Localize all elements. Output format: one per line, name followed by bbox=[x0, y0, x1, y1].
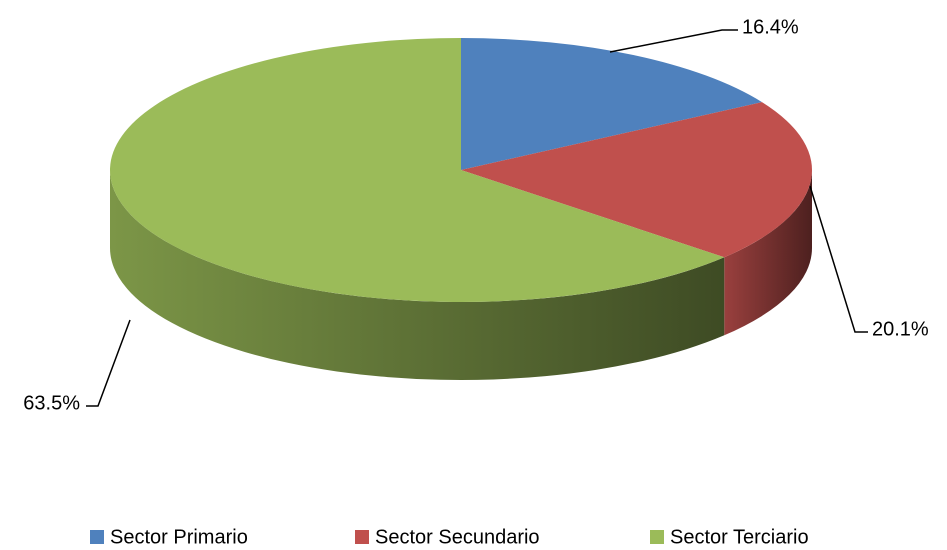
slice-side bbox=[724, 170, 812, 336]
legend-label: Sector Secundario bbox=[375, 526, 540, 548]
data-label: 16.4% bbox=[742, 16, 799, 38]
legend-label: Sector Primario bbox=[110, 526, 248, 548]
legend-swatch bbox=[355, 530, 369, 544]
legend-swatch bbox=[90, 530, 104, 544]
slice bbox=[461, 102, 813, 258]
leader-line bbox=[86, 319, 131, 407]
legend-swatch bbox=[650, 530, 664, 544]
leader-line bbox=[809, 185, 868, 333]
legend-label: Sector Terciario bbox=[670, 526, 809, 548]
slice bbox=[109, 38, 725, 302]
slice-side bbox=[109, 170, 725, 380]
slice bbox=[461, 38, 762, 170]
data-label: 63.5% bbox=[23, 392, 80, 414]
data-label: 20.1% bbox=[872, 318, 929, 340]
leader-line bbox=[609, 29, 738, 53]
